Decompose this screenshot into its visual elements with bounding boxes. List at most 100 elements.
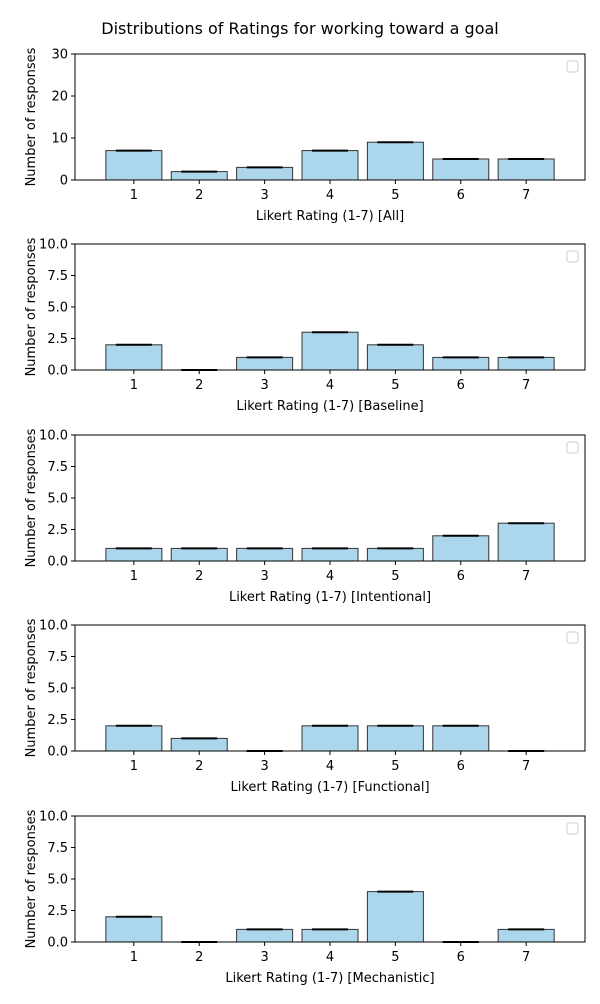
bar xyxy=(301,150,359,181)
bar xyxy=(236,356,294,371)
y-tick-label: 10.0 xyxy=(39,619,68,634)
subplot-4: 1 2 3 4 5 6 7 0.0 2.5 5.0 7.5 10.0 Likert Rating (1-… xyxy=(24,618,586,795)
x-axis-label: Likert Rating (1-7) [Baseline] xyxy=(236,399,423,414)
x-tick-label: 6 xyxy=(457,188,465,203)
y-tick-label: 20 xyxy=(51,90,68,105)
x-tick-label: 1 xyxy=(130,188,138,203)
y-tick-label: 2.5 xyxy=(47,523,68,538)
subplot-1: 1 2 3 4 5 6 7 0 10 20 30 Likert Rating (1-7) [All] N… xyxy=(24,47,586,224)
bar xyxy=(170,547,228,562)
bar xyxy=(497,356,555,371)
legend-box xyxy=(566,441,579,454)
y-tick-label: 5.0 xyxy=(47,492,68,507)
y-tick-label: 0.0 xyxy=(47,555,68,570)
subplots: 1 2 3 4 5 6 7 0 10 20 30 Likert Rating (1-7) [All] N… xyxy=(24,47,586,986)
y-tick-label: 5.0 xyxy=(47,682,68,697)
bar xyxy=(105,344,163,371)
y-tick-label: 0.0 xyxy=(47,745,68,760)
bar xyxy=(432,356,490,371)
y-tick-label: 2.5 xyxy=(47,713,68,728)
y-tick-label: 10.0 xyxy=(39,429,68,444)
x-tick-label: 5 xyxy=(391,950,399,965)
x-tick-label: 1 xyxy=(130,378,138,393)
x-tick-label: 6 xyxy=(457,569,465,584)
figure-title: Distributions of Ratings for working tow… xyxy=(101,19,499,38)
bar xyxy=(301,331,359,371)
bar xyxy=(301,547,359,562)
x-tick-label: 6 xyxy=(457,950,465,965)
bar xyxy=(236,928,294,943)
y-tick-label: 10.0 xyxy=(39,810,68,825)
x-tick-label: 3 xyxy=(260,569,268,584)
y-tick-label: 7.5 xyxy=(47,650,68,665)
bar xyxy=(301,725,359,752)
bar xyxy=(105,150,163,181)
y-axis-label: Number of responses xyxy=(24,428,39,567)
x-tick-label: 4 xyxy=(326,188,334,203)
x-tick-label: 7 xyxy=(522,188,530,203)
x-axis-label: Likert Rating (1-7) [Intentional] xyxy=(229,590,431,605)
x-tick-label: 7 xyxy=(522,759,530,774)
x-tick-label: 3 xyxy=(260,188,268,203)
legend-box xyxy=(566,631,579,644)
bar xyxy=(236,166,294,181)
y-tick-label: 7.5 xyxy=(47,269,68,284)
x-tick-label: 3 xyxy=(260,378,268,393)
x-tick-label: 4 xyxy=(326,378,334,393)
y-axis-label: Number of responses xyxy=(24,809,39,948)
bar xyxy=(432,725,490,752)
bar xyxy=(301,928,359,943)
bar xyxy=(170,737,228,752)
x-tick-label: 2 xyxy=(195,569,203,584)
x-tick-label: 2 xyxy=(195,759,203,774)
legend-box xyxy=(566,250,579,263)
x-tick-label: 6 xyxy=(457,759,465,774)
bar xyxy=(366,547,424,562)
x-tick-label: 2 xyxy=(195,950,203,965)
y-axis-label: Number of responses xyxy=(24,618,39,757)
x-tick-label: 4 xyxy=(326,950,334,965)
bar xyxy=(366,344,424,371)
x-tick-label: 1 xyxy=(130,569,138,584)
bar xyxy=(432,158,490,181)
x-axis-label: Likert Rating (1-7) [All] xyxy=(256,209,404,224)
x-tick-label: 5 xyxy=(391,569,399,584)
subplot-2: 1 2 3 4 5 6 7 0.0 2.5 5.0 7.5 10.0 Likert Rating (1-… xyxy=(24,237,586,414)
x-tick-label: 4 xyxy=(326,759,334,774)
x-tick-label: 1 xyxy=(130,759,138,774)
bar xyxy=(366,891,424,943)
bar xyxy=(366,725,424,752)
bar xyxy=(236,547,294,562)
y-tick-label: 30 xyxy=(51,48,68,63)
x-tick-label: 3 xyxy=(260,950,268,965)
x-tick-label: 5 xyxy=(391,188,399,203)
x-tick-label: 2 xyxy=(195,378,203,393)
axes-frame xyxy=(74,53,586,181)
y-axis-label: Number of responses xyxy=(24,237,39,376)
bar xyxy=(497,522,555,562)
bar xyxy=(105,547,163,562)
x-axis-label: Likert Rating (1-7) [Functional] xyxy=(230,780,429,795)
x-tick-label: 1 xyxy=(130,950,138,965)
subplot-3: 1 2 3 4 5 6 7 0.0 2.5 5.0 7.5 10.0 Likert Rating (1-… xyxy=(24,428,586,605)
bar xyxy=(105,916,163,943)
bar xyxy=(366,141,424,181)
y-tick-label: 2.5 xyxy=(47,332,68,347)
x-tick-label: 7 xyxy=(522,569,530,584)
bar xyxy=(105,725,163,752)
x-tick-label: 4 xyxy=(326,569,334,584)
y-tick-label: 5.0 xyxy=(47,873,68,888)
bar xyxy=(432,535,490,562)
x-tick-label: 2 xyxy=(195,188,203,203)
y-tick-label: 2.5 xyxy=(47,904,68,919)
y-tick-label: 7.5 xyxy=(47,460,68,475)
bar xyxy=(170,171,228,181)
x-tick-label: 7 xyxy=(522,378,530,393)
y-tick-label: 0.0 xyxy=(47,364,68,379)
x-tick-label: 5 xyxy=(391,759,399,774)
x-tick-label: 7 xyxy=(522,950,530,965)
y-axis-label: Number of responses xyxy=(24,47,39,186)
legend-box xyxy=(566,60,579,73)
